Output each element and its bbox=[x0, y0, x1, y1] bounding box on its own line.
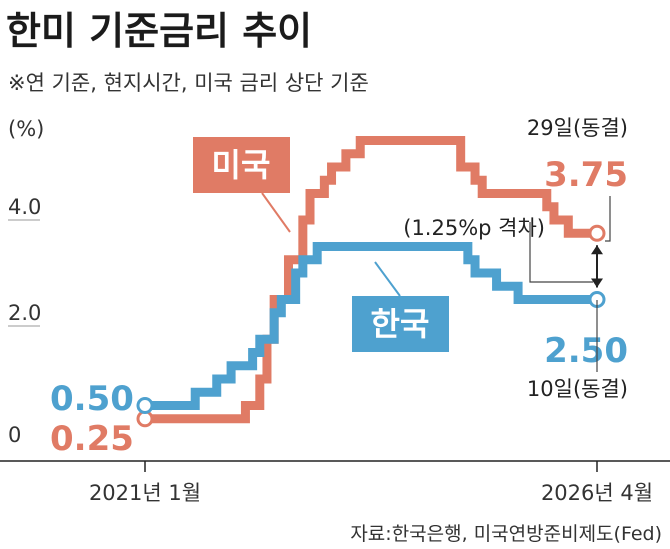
start-marker-kr bbox=[136, 397, 154, 414]
chart-subtitle: ※연 기준, 현지시간, 미국 금리 상단 기준 bbox=[8, 71, 369, 95]
x-tick-label: 2026년 4월 bbox=[541, 481, 653, 505]
badge-kr-label: 한국 bbox=[371, 305, 430, 343]
gap-arrow bbox=[529, 196, 611, 372]
end-marker-us bbox=[588, 224, 606, 242]
series-lines bbox=[145, 136, 597, 424]
y-tick-label: 4.0 bbox=[8, 195, 41, 219]
y-tick-labels: 0 2.0 4.0 bbox=[8, 195, 41, 447]
y-tick-label: 2.0 bbox=[8, 301, 41, 325]
gap-arrow-head-up bbox=[591, 245, 603, 255]
badge-us-label: 미국 bbox=[212, 146, 271, 184]
series-line-kr bbox=[145, 242, 597, 410]
gridlines bbox=[8, 219, 40, 327]
gap-annotation: (1.25%p 격차) bbox=[403, 216, 545, 240]
us-end-note: 29일(동결) bbox=[527, 116, 628, 140]
badge-us-box bbox=[193, 137, 290, 193]
badge-kr-leader bbox=[374, 261, 401, 297]
badge-kr-box bbox=[352, 296, 449, 352]
kr-start-value: 0.50 bbox=[50, 379, 134, 419]
gap-annotation-connector bbox=[529, 222, 593, 283]
legend-badge-us: 미국 bbox=[193, 137, 291, 233]
us-start-value: 0.25 bbox=[50, 419, 134, 459]
x-ticks: 2021년 1월 2026년 4월 bbox=[89, 461, 653, 505]
us-end-value: 3.75 bbox=[544, 155, 628, 195]
unit-label: (%) bbox=[8, 117, 44, 141]
us-end-connector bbox=[605, 196, 611, 242]
kr-end-note: 10일(동결) bbox=[527, 377, 628, 401]
y-tick-label: 0 bbox=[8, 423, 21, 447]
chart-title: 한미 기준금리 추이 bbox=[6, 9, 312, 53]
series-line-us bbox=[145, 136, 597, 424]
x-tick-label: 2021년 1월 bbox=[89, 481, 201, 505]
kr-end-value: 2.50 bbox=[544, 331, 628, 371]
badge-us-leader bbox=[261, 192, 291, 233]
source-note: 자료:한국은행, 미국연방준비제도(Fed) bbox=[350, 523, 662, 545]
gap-arrow-head-down bbox=[591, 278, 603, 288]
legend-badge-kr: 한국 bbox=[352, 261, 449, 352]
series-markers bbox=[136, 224, 606, 428]
